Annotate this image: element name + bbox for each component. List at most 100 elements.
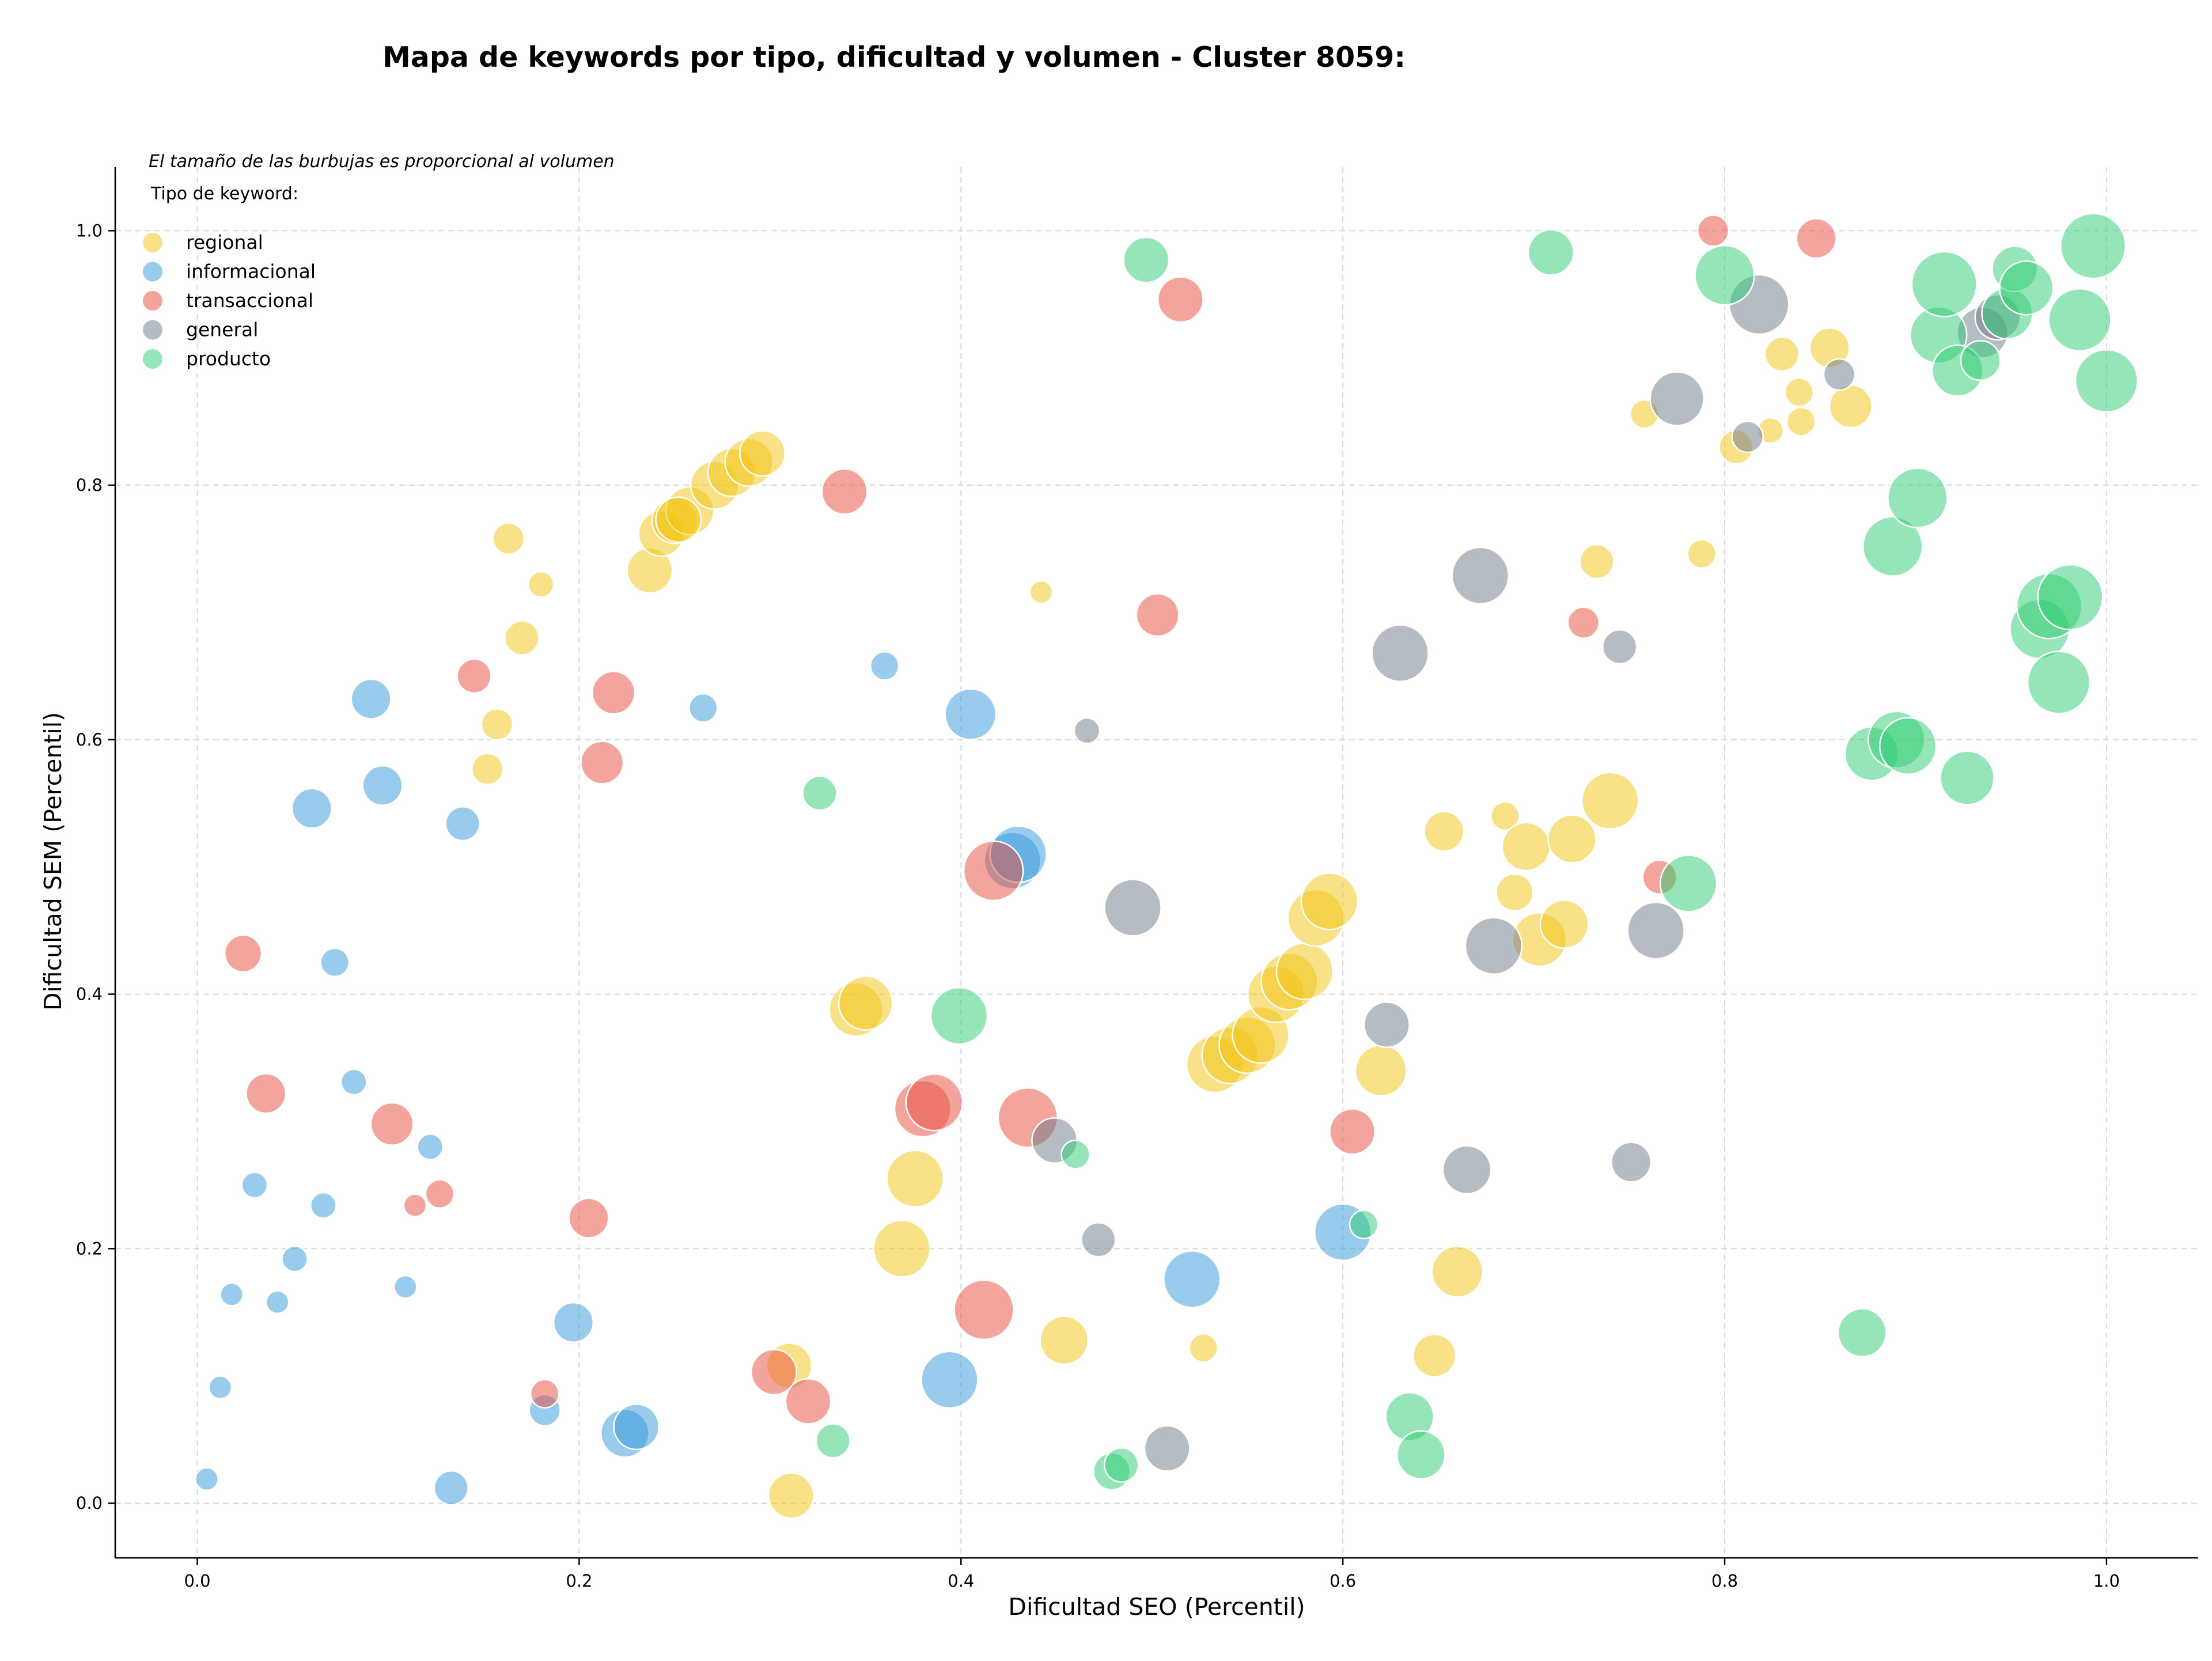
- bubble-transaccional: [785, 1378, 832, 1425]
- bubble-general: [1371, 624, 1429, 682]
- bubble-transaccional: [905, 1073, 964, 1132]
- bubble-producto: [1887, 467, 1948, 528]
- bubble-transaccional: [456, 658, 492, 694]
- bubble-general: [1731, 420, 1764, 453]
- legend: Tipo de keyword: regional informacional tr…: [143, 184, 316, 370]
- bubble-producto: [1960, 340, 2001, 381]
- bubble-informacional: [445, 805, 480, 842]
- bubble-transaccional: [821, 468, 868, 515]
- grid-lines: [115, 167, 2198, 1558]
- bubble-informacional: [393, 1274, 418, 1299]
- bubble-general: [1363, 1001, 1410, 1049]
- bubble-regional: [1828, 384, 1873, 429]
- y-axis-label: Dificultad SEM (Percentil): [39, 712, 67, 1011]
- bubble-transaccional: [751, 1349, 797, 1395]
- bubble-informacional: [433, 1470, 469, 1506]
- bubble-transaccional: [224, 934, 263, 973]
- bubble-transaccional: [370, 1102, 414, 1146]
- bubble-general: [1627, 901, 1685, 960]
- bubble-transaccional: [1796, 218, 1837, 259]
- bubble-regional: [1501, 822, 1551, 872]
- bubble-transaccional: [1329, 1108, 1376, 1155]
- bubble-informacional: [416, 1133, 444, 1160]
- bubble-regional: [1188, 1333, 1218, 1363]
- bubble-regional: [1490, 801, 1520, 831]
- bubble-regional: [527, 571, 555, 598]
- x-tick-label: 0.0: [184, 1571, 210, 1591]
- bubble-size-note: El tamaño de las burbujas es proporciona…: [149, 152, 615, 172]
- bubble-regional: [1495, 873, 1534, 912]
- y-tick-label: 0.6: [76, 730, 103, 750]
- legend-label-general: general: [186, 319, 258, 341]
- bubble-producto: [1527, 229, 1574, 276]
- bubble-regional: [1355, 1044, 1407, 1097]
- bubble-producto: [2060, 213, 2127, 279]
- bubble-producto: [1104, 1447, 1139, 1483]
- bubble-regional: [1579, 544, 1615, 580]
- legend-label-producto: producto: [186, 347, 271, 370]
- y-tick-label: 0.8: [76, 475, 103, 495]
- bubble-producto: [2037, 563, 2104, 631]
- bubble-producto: [1060, 1140, 1090, 1170]
- bubble-regional: [1039, 1315, 1089, 1365]
- bubble-transaccional: [592, 671, 636, 715]
- bubble-transaccional: [1135, 593, 1180, 637]
- bubble-informacional: [1163, 1250, 1221, 1308]
- bubble-transaccional: [568, 1197, 609, 1239]
- bubble-transaccional: [245, 1073, 287, 1114]
- bubble-transaccional: [1696, 214, 1730, 247]
- bubble-producto: [1123, 236, 1170, 283]
- bubble-regional: [1784, 377, 1815, 407]
- bubble-informacional: [265, 1290, 290, 1314]
- bubble-producto: [1940, 750, 1995, 805]
- axes: 0.0 0.2 0.4 0.6 0.8 1.0 0.0 0.2 0.4 0.6 0.8 1.0: [76, 167, 2198, 1591]
- bubble-regional: [873, 1220, 931, 1278]
- bubble-regional: [886, 1149, 944, 1208]
- bubble-regional: [480, 708, 514, 741]
- legend-marker-general: [143, 320, 162, 340]
- bubble-informacional: [281, 1245, 308, 1273]
- bubble-producto: [1837, 1308, 1887, 1357]
- bubble-producto: [1396, 1430, 1446, 1480]
- bubble-informacional: [869, 651, 900, 681]
- x-tick-label: 0.8: [1711, 1571, 1738, 1591]
- bubble-general: [1073, 717, 1101, 744]
- bubble-transaccional: [1157, 276, 1204, 323]
- bubble-transaccional: [1567, 606, 1600, 639]
- bubble-regional: [1431, 1245, 1484, 1298]
- bubble-general: [1451, 546, 1510, 605]
- x-tick-label: 0.2: [566, 1571, 592, 1591]
- bubble-informacional: [320, 947, 350, 978]
- bubble-informacional: [921, 1350, 979, 1409]
- bubble-regional: [767, 1472, 815, 1519]
- y-tick-label: 0.2: [76, 1239, 103, 1258]
- bubble-general: [1602, 629, 1638, 665]
- bubble-general: [1081, 1222, 1116, 1258]
- bubble-informacional: [208, 1375, 233, 1399]
- legend-label-transaccional: transaccional: [186, 289, 313, 312]
- bubble-general: [1611, 1141, 1652, 1183]
- bubble-informacional: [195, 1467, 219, 1491]
- bubble-regional: [504, 620, 540, 656]
- legend-label-informacional: informacional: [186, 260, 316, 283]
- bubble-informacional: [241, 1171, 268, 1199]
- bubble-regional: [1275, 942, 1334, 1001]
- bubble-regional: [655, 496, 702, 543]
- bubble-regional: [838, 975, 893, 1031]
- legend-label-regional: regional: [186, 231, 263, 253]
- bubble-producto: [2048, 287, 2112, 352]
- bubble-transaccional: [403, 1193, 427, 1218]
- bubble-producto: [815, 1423, 851, 1459]
- bubble-regional: [471, 752, 504, 785]
- bubble-transaccional: [953, 1279, 1014, 1341]
- bubble-producto: [1862, 516, 1923, 577]
- legend-marker-informacional: [143, 262, 162, 282]
- bubble-transaccional: [580, 740, 624, 785]
- legend-marker-transaccional: [143, 291, 162, 311]
- bubble-regional: [1764, 336, 1800, 372]
- bubble-producto: [1659, 854, 1718, 913]
- bubble-producto: [1694, 244, 1755, 306]
- y-tick-label: 0.0: [76, 1493, 103, 1513]
- bubble-general: [1104, 879, 1162, 937]
